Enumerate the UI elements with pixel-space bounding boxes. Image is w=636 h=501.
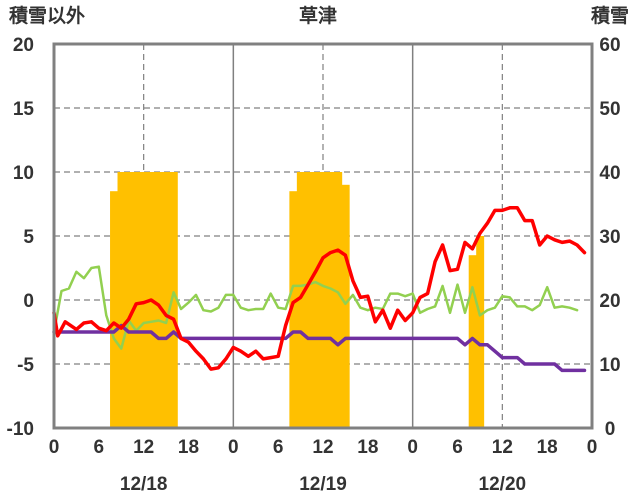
left-axis-ticks: -10 -5 0 5 10 15 20 [7, 35, 35, 440]
snow-depth-bar [341, 184, 350, 428]
x-tick-label: 0 [407, 437, 418, 458]
series-line-purple [52, 323, 587, 373]
x-tick-label: 0 [228, 437, 239, 458]
right-tick-label: 10 [599, 355, 620, 376]
left-tick-label: 10 [13, 163, 34, 184]
snow-depth-bars [110, 172, 485, 428]
left-tick-label: -5 [17, 355, 34, 376]
left-tick-label: 15 [13, 99, 35, 120]
right-tick-label: 0 [605, 419, 616, 440]
series-line-green [52, 265, 579, 350]
chart-title: 草津 [299, 4, 337, 27]
left-tick-label: 5 [23, 227, 34, 248]
x-tick-label: 6 [452, 437, 463, 458]
snow-depth-bar [468, 255, 477, 428]
right-tick-label: 50 [599, 99, 620, 120]
right-tick-label: 60 [599, 35, 620, 56]
right-axis-label: 積雪 [591, 4, 629, 27]
x-tick-label: 12 [133, 437, 154, 458]
series-line-red [52, 206, 587, 371]
snow-depth-bar [476, 236, 485, 428]
x-tick-label: 0 [587, 437, 598, 458]
snow-depth-bar [296, 172, 343, 428]
right-tick-label: 20 [599, 291, 620, 312]
x-tick-label: 12 [492, 437, 513, 458]
x-tick-label: 6 [273, 437, 284, 458]
x-tick-label: 18 [357, 437, 378, 458]
date-label: 12/19 [299, 474, 347, 495]
date-label: 12/20 [479, 474, 527, 495]
date-labels: 12/18 12/19 12/20 [120, 474, 526, 495]
right-tick-label: 30 [599, 227, 620, 248]
series-lines [52, 206, 587, 373]
x-axis-ticks: 0 6 12 18 0 6 12 18 0 6 12 18 0 [49, 437, 598, 458]
left-axis-label: 積雪以外 [9, 4, 85, 27]
x-tick-label: 6 [94, 437, 105, 458]
right-axis-ticks: 0 10 20 30 40 50 60 [599, 35, 620, 440]
left-tick-label: -10 [7, 419, 34, 440]
left-tick-label: 0 [23, 291, 34, 312]
x-tick-label: 18 [178, 437, 199, 458]
right-tick-label: 40 [599, 163, 620, 184]
date-label: 12/18 [120, 474, 168, 495]
x-tick-label: 12 [312, 437, 333, 458]
snow-depth-bar [289, 191, 298, 428]
x-tick-label: 18 [537, 437, 558, 458]
x-tick-label: 0 [49, 437, 60, 458]
left-tick-label: 20 [13, 35, 34, 56]
plot-frame [52, 42, 594, 430]
snow-depth-bar [110, 191, 119, 428]
